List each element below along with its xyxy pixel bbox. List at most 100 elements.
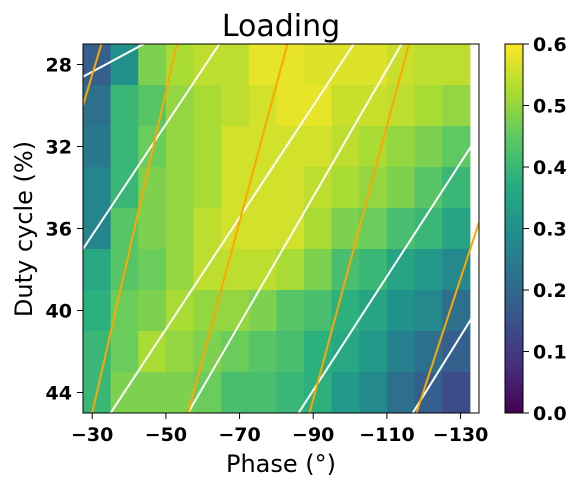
heatmap-cell xyxy=(276,372,305,413)
heatmap-cell xyxy=(193,290,222,332)
heatmap-cell xyxy=(83,126,112,168)
x-tick-label: −110 xyxy=(359,424,415,446)
y-tick-label: 44 xyxy=(46,383,72,405)
orange-overlay-line xyxy=(415,222,479,413)
heatmap-cell xyxy=(276,290,305,332)
heatmap-cell xyxy=(193,167,222,209)
y-tick-label: 40 xyxy=(46,301,72,323)
heatmap-cell xyxy=(221,126,250,168)
heatmap-cell xyxy=(359,44,388,86)
heatmap-cell xyxy=(248,208,277,250)
heatmap-cell xyxy=(331,44,360,86)
heatmap-cell xyxy=(248,44,277,86)
heatmap-cell xyxy=(359,126,388,168)
heatmap-cell xyxy=(304,85,333,127)
y-axis-label: Duty cycle (%) xyxy=(10,141,38,317)
orange-overlay-line xyxy=(187,44,289,413)
white-overlay-line xyxy=(297,133,479,413)
heatmap-cell xyxy=(221,44,250,86)
heatmap-cell xyxy=(359,208,388,250)
heatmap-cell xyxy=(276,208,305,250)
heatmap-cell xyxy=(442,167,471,209)
heatmap-cell xyxy=(248,167,277,209)
heatmap-cell xyxy=(386,372,416,413)
colorbar-ticks: 0.0 0.1 0.2 0.3 0.4 0.5 0.6 xyxy=(523,34,567,425)
y-tick-label: 36 xyxy=(46,219,72,241)
heatmap-cell xyxy=(386,85,416,127)
heatmap-cell xyxy=(248,331,277,373)
chart-title: Loading xyxy=(222,9,340,44)
heatmap-cell xyxy=(83,249,112,291)
heatmap-cell xyxy=(276,85,305,127)
heatmap-cell xyxy=(276,167,305,209)
heatmap-cell xyxy=(165,331,195,373)
white-overlay-line xyxy=(83,44,221,250)
colorbar-tick-label: 0.5 xyxy=(533,96,567,118)
heatmap-cell xyxy=(276,44,305,86)
heatmap-cell xyxy=(414,126,443,168)
colorbar-tick-label: 0.1 xyxy=(533,342,567,364)
heatmap-cell xyxy=(386,167,416,209)
heatmap-cell xyxy=(221,85,250,127)
heatmap-cell xyxy=(248,290,277,332)
heatmap-cell xyxy=(221,331,250,373)
heatmap-cell xyxy=(386,44,416,86)
heatmap-cell xyxy=(165,126,195,168)
heatmap-cell xyxy=(331,331,360,373)
heatmap-cell xyxy=(414,85,443,127)
heatmap-cell xyxy=(331,85,360,127)
white-overlay-line xyxy=(187,44,403,413)
heatmap-cell xyxy=(193,249,222,291)
heatmap-cell xyxy=(83,167,112,209)
white-overlay-line xyxy=(411,305,479,413)
heatmap-cell xyxy=(414,44,443,86)
heatmap-cell xyxy=(304,126,333,168)
colorbar-tick-label: 0.0 xyxy=(533,403,567,425)
heatmap-cell xyxy=(442,331,471,373)
heatmap-cell xyxy=(304,44,333,86)
heatmap-cell xyxy=(304,249,333,291)
heatmap-cell xyxy=(276,331,305,373)
heatmap-cell xyxy=(165,44,195,86)
heatmap-cell xyxy=(165,167,195,209)
x-tick-label: −50 xyxy=(145,424,187,446)
heatmap-cell xyxy=(331,372,360,413)
colorbar-tick-label: 0.2 xyxy=(533,280,567,302)
heatmap-cell xyxy=(248,85,277,127)
x-tick-label: −30 xyxy=(71,424,113,446)
heatmap-cell xyxy=(248,372,277,413)
heatmap-cell xyxy=(304,331,333,373)
colorbar xyxy=(504,43,524,414)
heatmap-cell xyxy=(221,290,250,332)
heatmap-cell xyxy=(165,290,195,332)
heatmap-cell xyxy=(442,85,471,127)
heatmap-cell xyxy=(442,290,471,332)
heatmap-cell xyxy=(442,372,471,413)
heatmap-cell xyxy=(386,126,416,168)
x-tick-label: −90 xyxy=(292,424,334,446)
heatmap-cell xyxy=(110,126,139,168)
heatmap-cell xyxy=(193,126,222,168)
heatmap-cell xyxy=(359,249,388,291)
x-axis-ticks: −30 −50 −70 −90 −110 −130 xyxy=(71,413,488,446)
x-axis-label: Phase (°) xyxy=(226,450,336,478)
heatmap-cell xyxy=(414,249,443,291)
heatmap-cell xyxy=(331,167,360,209)
heatmap-cell xyxy=(442,126,471,168)
colorbar-tick-label: 0.4 xyxy=(533,157,567,179)
heatmap-cell xyxy=(414,290,443,332)
orange-overlay-line xyxy=(91,44,178,413)
heatmap-cell xyxy=(110,331,139,373)
heatmap-cell xyxy=(221,249,250,291)
heatmap-cell xyxy=(193,208,222,250)
heatmap-cell xyxy=(276,126,305,168)
heatmap-cell xyxy=(83,290,112,332)
y-tick-label: 28 xyxy=(46,55,72,77)
heatmap-cell xyxy=(193,85,222,127)
heatmap-cell xyxy=(414,208,443,250)
heatmap-cell xyxy=(221,372,250,413)
heatmap-cell xyxy=(138,372,167,413)
overlay-lines xyxy=(83,44,479,413)
white-overlay-line xyxy=(109,44,355,413)
